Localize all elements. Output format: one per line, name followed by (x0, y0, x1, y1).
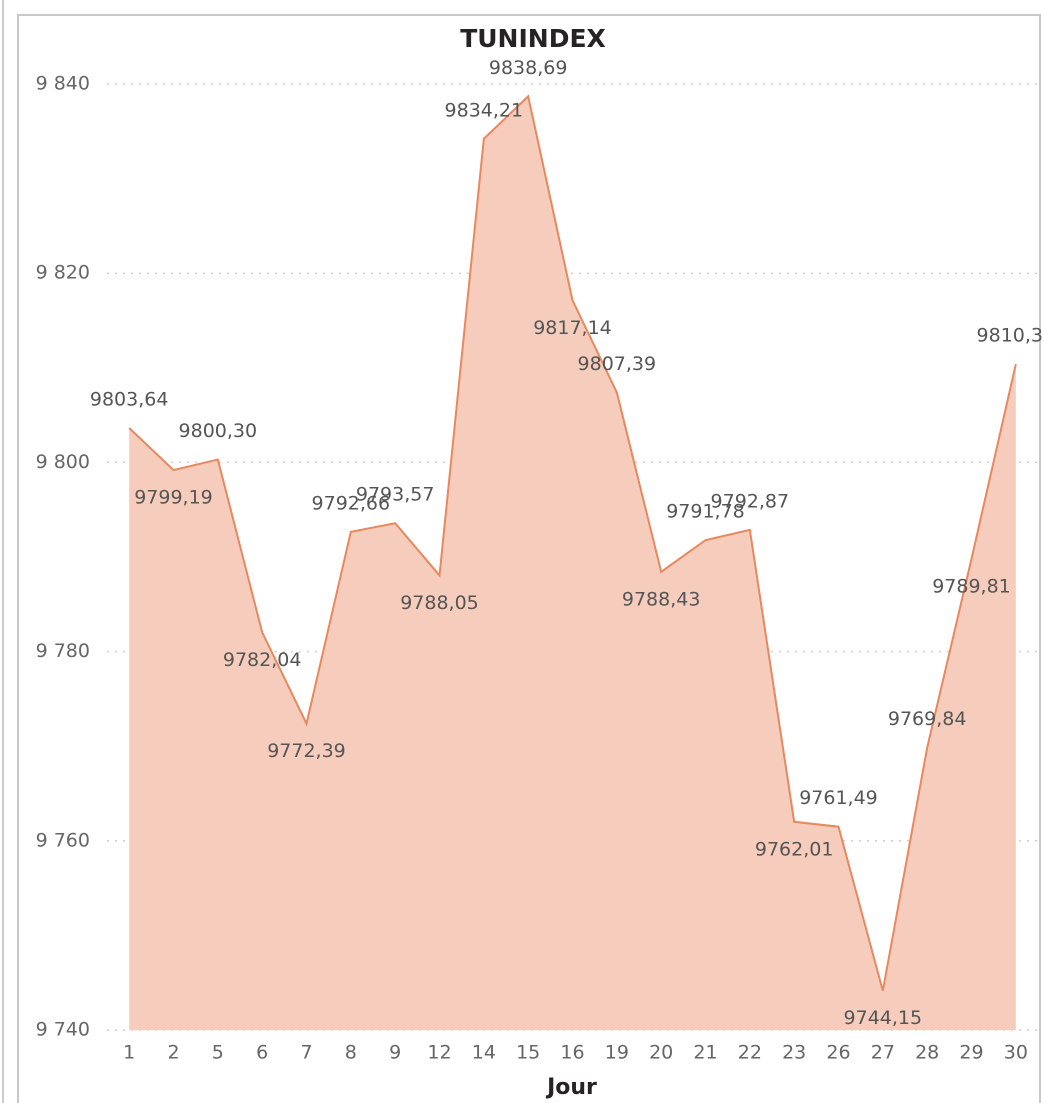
data-label: 9792,66 (312, 492, 391, 514)
data-label: 9788,43 (622, 588, 701, 610)
x-tick-label: 7 (300, 1042, 312, 1064)
x-tick-label: 29 (959, 1042, 983, 1064)
y-tick-label: 9 780 (36, 640, 90, 662)
data-label: 9791,78 (666, 501, 745, 523)
x-tick-label: 20 (649, 1042, 673, 1064)
data-label: 9772,39 (267, 740, 346, 762)
frame (17, 14, 1041, 1103)
x-tick-label: 23 (782, 1042, 806, 1064)
x-tick-label: 30 (1004, 1042, 1028, 1064)
data-label: 9799,19 (134, 487, 213, 509)
x-tick-label: 12 (427, 1042, 451, 1064)
chart-title: TUNINDEX (460, 24, 606, 53)
x-tick-label: 26 (826, 1042, 850, 1064)
y-tick-label: 9 840 (36, 73, 90, 95)
area-fill (129, 96, 1016, 1031)
x-tick-label: 28 (915, 1042, 939, 1064)
data-label: 9793,57 (356, 484, 435, 506)
data-label: 9834,21 (445, 99, 524, 121)
data-label: 9817,14 (533, 317, 612, 339)
data-label: 9744,15 (844, 1007, 923, 1029)
data-label: 9769,84 (888, 708, 967, 730)
x-tick-label: 8 (345, 1042, 357, 1064)
data-label: 9788,05 (400, 592, 479, 614)
area-line (128, 94, 1017, 992)
data-label: 9800,30 (179, 420, 258, 442)
x-axis-label: Jour (545, 1075, 597, 1100)
x-tick-label: 2 (167, 1042, 179, 1064)
x-tick-label: 19 (605, 1042, 629, 1064)
data-label: 9789,81 (932, 575, 1011, 597)
data-label: 9810,38 (977, 325, 1044, 347)
y-tick-label: 9 800 (36, 451, 90, 473)
y-tick-label: 9 820 (36, 262, 90, 284)
x-tick-label: 27 (871, 1042, 895, 1064)
y-tick-label: 9 740 (36, 1019, 90, 1041)
x-tick-label: 6 (256, 1042, 268, 1064)
data-label: 9803,64 (90, 388, 169, 410)
x-tick-label: 16 (560, 1042, 584, 1064)
y-tick-label: 9 760 (36, 829, 90, 851)
x-tick-label: 22 (738, 1042, 762, 1064)
x-tick-label: 21 (693, 1042, 717, 1064)
x-tick-label: 9 (389, 1042, 401, 1064)
data-label: 9762,01 (755, 838, 834, 860)
data-label: 9782,04 (223, 649, 302, 671)
data-label: 9807,39 (578, 353, 657, 375)
x-tick-label: 5 (212, 1042, 224, 1064)
x-tick-label: 14 (472, 1042, 496, 1064)
data-label: 9838,69 (489, 57, 568, 79)
x-tick-label: 1 (123, 1042, 135, 1064)
x-tick-label: 15 (516, 1042, 540, 1064)
data-label: 9792,87 (711, 490, 790, 512)
data-label: 9761,49 (799, 787, 878, 809)
